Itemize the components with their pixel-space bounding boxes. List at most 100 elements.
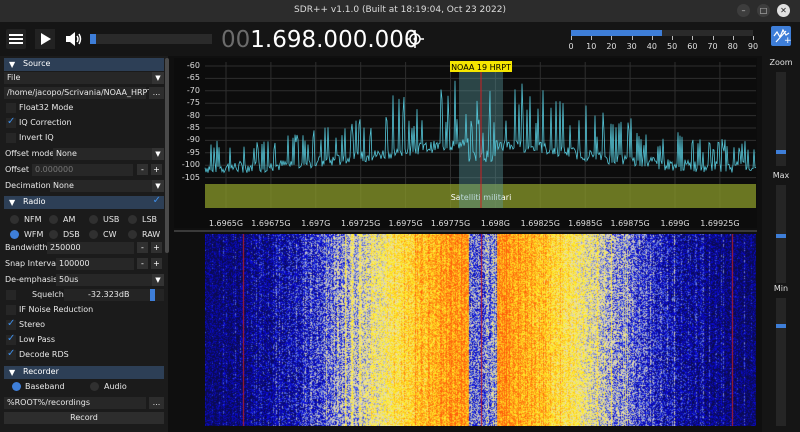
snap-minus-button[interactable]: -	[137, 258, 148, 269]
low-pass-checkbox[interactable]	[6, 333, 16, 345]
fft-x-label: 1.6985G	[568, 219, 603, 228]
min-slider-handle[interactable]	[776, 324, 786, 328]
offset-mode-label: Offset mode	[5, 149, 55, 158]
recorder-header-label: Recorder	[23, 367, 59, 376]
snr-tick-label: 50	[667, 42, 678, 51]
low-pass-row: Low Pass	[4, 333, 164, 346]
file-path-field[interactable]: /home/jacopo/Scrivania/NOAA_HRPT	[4, 87, 152, 99]
fft-y-label: -100	[181, 160, 200, 170]
snap-plus-button[interactable]: +	[151, 258, 162, 269]
bandwidth-row: Bandwidth	[4, 242, 164, 254]
bandwidth-minus-button[interactable]: -	[137, 242, 148, 253]
mode-radio-cw[interactable]	[89, 230, 98, 239]
volume-icon[interactable]	[63, 29, 83, 49]
iq-correction-row: IQ Correction	[4, 116, 164, 129]
fft-x-label: 1.6965G	[208, 219, 244, 228]
snr-meter-fill	[571, 30, 662, 36]
decimation-row: Decimation	[4, 180, 164, 192]
fft-x-label: 1.69675G	[251, 219, 291, 228]
radio-enabled-check-icon[interactable]: ✓	[152, 195, 161, 206]
squelch-slider[interactable]: -32.323dB	[64, 289, 164, 301]
baseband-radio[interactable]	[12, 382, 21, 391]
snap-label: Snap Interval	[5, 259, 59, 268]
stereo-checkbox[interactable]	[6, 318, 16, 330]
mode-radio-wfm[interactable]	[10, 230, 19, 239]
minimize-icon[interactable]: –	[737, 4, 750, 17]
mode-label-nfm: NFM	[24, 215, 42, 224]
mode-radio-dsb[interactable]	[49, 230, 58, 239]
volume-slider[interactable]	[90, 34, 212, 44]
offset-mode-select[interactable]: None ▼	[53, 148, 164, 160]
mode-radio-raw[interactable]	[128, 230, 137, 239]
fft-y-label: -80	[186, 110, 200, 120]
decimation-label: Decimation	[5, 181, 51, 190]
if-nr-label: IF Noise Reduction	[19, 305, 94, 314]
offset-minus-button[interactable]: -	[137, 164, 148, 175]
maximize-icon[interactable]: □	[757, 4, 770, 17]
radio-header[interactable]: ▼ Radio ✓	[4, 195, 164, 209]
min-label: Min	[773, 284, 789, 293]
mode-label-wfm: WFM	[24, 230, 44, 239]
bandwidth-input[interactable]: 250000	[47, 242, 134, 254]
snr-meter-scale: 0 10 20 30 40 50 60 70 80 90	[568, 36, 758, 52]
if-nr-checkbox[interactable]	[6, 305, 16, 315]
deemphasis-select[interactable]: 50us ▼	[56, 274, 164, 286]
decimation-select[interactable]: None ▼	[50, 180, 164, 192]
center-tuning-icon[interactable]	[405, 29, 425, 49]
window-title: SDR++ v1.1.0 (Built at 18:19:04, Oct 23 …	[294, 5, 506, 15]
display-settings-icon[interactable]: +	[771, 26, 792, 46]
invert-iq-label: Invert IQ	[19, 133, 54, 142]
min-slider[interactable]	[776, 298, 786, 426]
zoom-slider-handle[interactable]	[776, 150, 786, 154]
bandwidth-plus-button[interactable]: +	[151, 242, 162, 253]
recording-path-value: %ROOT%/recordings	[7, 398, 91, 407]
waterfall[interactable]	[205, 234, 756, 426]
fft-y-label: -95	[186, 147, 200, 157]
squelch-slider-handle[interactable]	[150, 289, 155, 301]
offset-label: Offset	[5, 165, 30, 174]
max-slider-handle[interactable]	[776, 234, 786, 238]
fft-x-label: 1.698G	[480, 219, 510, 228]
float32-checkbox[interactable]	[6, 103, 16, 113]
mode-radio-am[interactable]	[49, 215, 58, 224]
recording-browse-button[interactable]: ...	[149, 397, 164, 409]
close-icon[interactable]: ✕	[777, 4, 790, 17]
bandwidth-value: 250000	[50, 243, 81, 252]
play-button[interactable]	[35, 29, 55, 49]
browse-button[interactable]: ...	[149, 87, 164, 99]
deemphasis-row: De-emphasis	[4, 274, 164, 286]
frequency-display[interactable]: 001.698.000.000	[221, 27, 419, 53]
menu-icon[interactable]	[6, 29, 26, 49]
iq-correction-label: IQ Correction	[19, 118, 72, 127]
fft-y-label: -85	[186, 123, 200, 132]
recorder-header[interactable]: ▼ Recorder	[4, 366, 164, 379]
frequency-prefix: 00	[221, 27, 251, 53]
invert-iq-checkbox[interactable]	[6, 133, 16, 143]
zoom-label: Zoom	[769, 58, 793, 67]
snr-tick	[672, 36, 674, 40]
offset-row: Offset	[4, 164, 164, 176]
source-type-select[interactable]: File ▼	[4, 72, 164, 84]
decode-rds-checkbox[interactable]	[6, 348, 16, 360]
stereo-label: Stereo	[19, 320, 46, 329]
collapse-arrow-icon: ▼	[9, 368, 16, 377]
snr-tick	[732, 36, 734, 40]
iq-correction-checkbox[interactable]	[6, 116, 16, 128]
low-pass-label: Low Pass	[19, 335, 55, 344]
record-button[interactable]: Record	[4, 412, 164, 424]
offset-plus-button[interactable]: +	[151, 164, 162, 175]
offset-input[interactable]: 0.000000	[32, 164, 133, 176]
squelch-checkbox[interactable]	[6, 290, 16, 300]
audio-radio[interactable]	[90, 382, 99, 391]
recording-path-field[interactable]: %ROOT%/recordings	[4, 397, 146, 409]
source-header[interactable]: ▼ Source	[4, 58, 164, 71]
snr-tick	[651, 36, 653, 40]
snap-row: Snap Interval	[4, 258, 164, 270]
sidebar-scrollbar[interactable]	[165, 58, 169, 253]
snap-interval-input[interactable]: 100000	[56, 258, 134, 270]
mode-radio-usb[interactable]	[89, 215, 98, 224]
mode-radio-lsb[interactable]	[128, 215, 137, 224]
mode-radio-nfm[interactable]	[10, 215, 19, 224]
zoom-slider[interactable]	[776, 72, 786, 166]
